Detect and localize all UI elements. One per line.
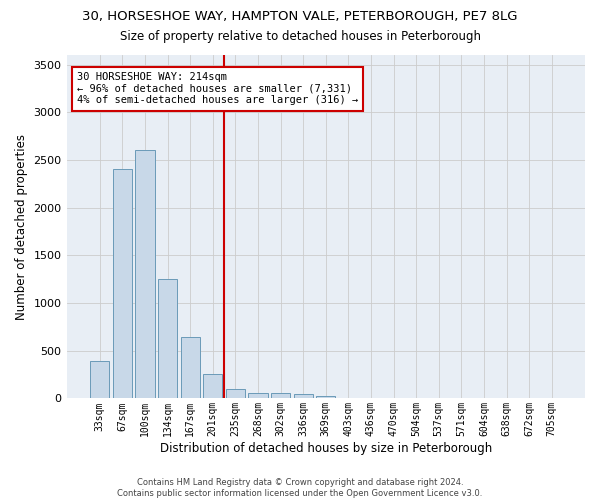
Bar xyxy=(248,392,268,398)
Text: Size of property relative to detached houses in Peterborough: Size of property relative to detached ho… xyxy=(119,30,481,43)
Bar xyxy=(136,150,155,398)
Bar xyxy=(181,338,200,398)
Bar xyxy=(158,279,177,398)
Bar xyxy=(90,361,109,399)
Bar xyxy=(203,374,223,398)
Text: Contains HM Land Registry data © Crown copyright and database right 2024.
Contai: Contains HM Land Registry data © Crown c… xyxy=(118,478,482,498)
X-axis label: Distribution of detached houses by size in Peterborough: Distribution of detached houses by size … xyxy=(160,442,492,455)
Bar xyxy=(271,393,290,398)
Bar xyxy=(316,396,335,398)
Text: 30 HORSESHOE WAY: 214sqm
← 96% of detached houses are smaller (7,331)
4% of semi: 30 HORSESHOE WAY: 214sqm ← 96% of detach… xyxy=(77,72,358,106)
Y-axis label: Number of detached properties: Number of detached properties xyxy=(15,134,28,320)
Bar xyxy=(113,170,132,398)
Text: 30, HORSESHOE WAY, HAMPTON VALE, PETERBOROUGH, PE7 8LG: 30, HORSESHOE WAY, HAMPTON VALE, PETERBO… xyxy=(82,10,518,23)
Bar xyxy=(226,390,245,398)
Bar xyxy=(293,394,313,398)
